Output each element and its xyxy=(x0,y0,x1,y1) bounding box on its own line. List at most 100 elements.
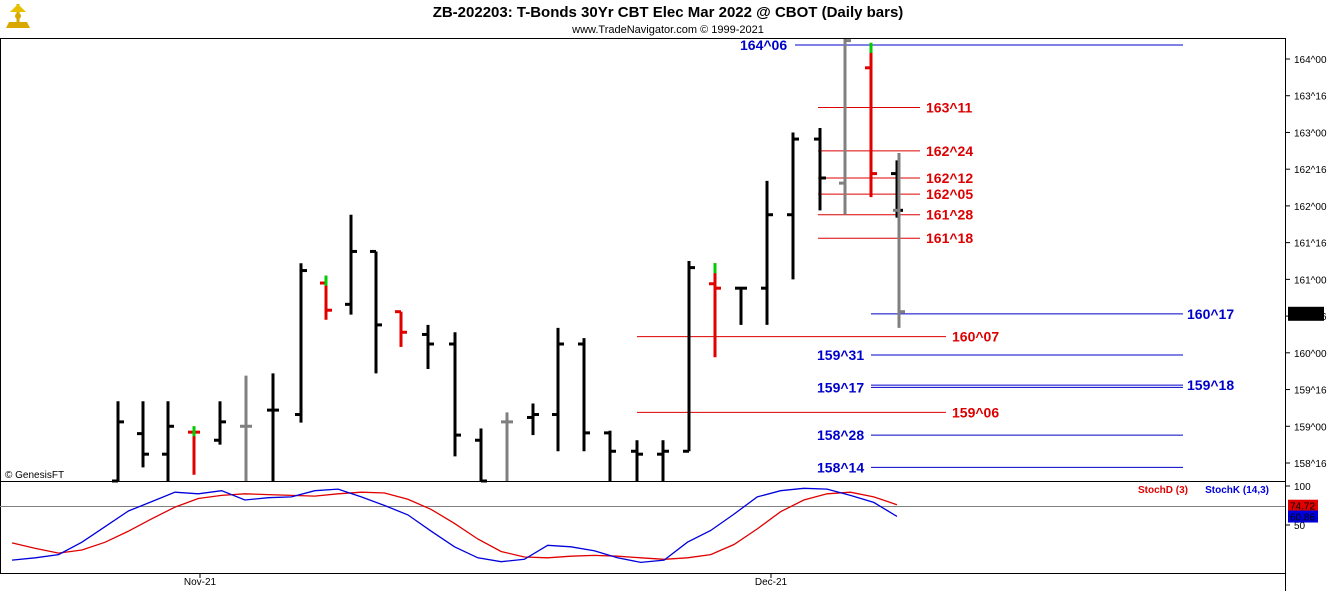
ohlc-bar xyxy=(112,401,124,483)
price-level-label: 162^24 xyxy=(926,143,973,159)
ohlc-bar xyxy=(162,401,174,481)
price-level-label: 158^28 xyxy=(817,427,864,443)
legend-stochd: StochD (3) xyxy=(1138,485,1188,496)
price-tick-label: 163^16 xyxy=(1294,92,1327,103)
price-level-label: 162^05 xyxy=(926,186,973,202)
indicator-lines xyxy=(11,487,898,564)
ind-tick-label: 100 xyxy=(1294,482,1311,493)
time-tick-label: Nov-21 xyxy=(184,577,217,588)
ohlc-bar xyxy=(865,42,877,198)
ohlc-bar xyxy=(214,401,226,445)
ohlc-bar xyxy=(683,261,695,453)
stochk-last-label: 60.86 xyxy=(1290,513,1315,524)
price-tick-label: 164^00 xyxy=(1294,55,1327,66)
price-level: 161^28 xyxy=(818,207,973,223)
indicator-axis: 100 50 xyxy=(1285,482,1311,532)
ind-tick-label: 50 xyxy=(1294,521,1306,532)
price-level: 162^05 xyxy=(818,186,973,202)
price-level-label: 160^07 xyxy=(952,329,999,345)
price-tick-label: 163^00 xyxy=(1294,128,1327,139)
ohlc-bar xyxy=(370,249,382,374)
ohlc-bar xyxy=(839,39,851,215)
price-level: 159^18 xyxy=(871,377,1234,393)
ohlc-bar xyxy=(137,401,149,468)
price-level-label: 159^31 xyxy=(817,347,864,363)
watermark: © GenesisFT xyxy=(5,470,64,481)
current-price-label: 160^18 xyxy=(1291,310,1324,321)
ohlc-bar xyxy=(578,338,590,452)
logo xyxy=(6,4,30,28)
price-tick-label: 161^00 xyxy=(1294,275,1327,286)
price-axis: 164^00 163^16 163^00 162^16 162^00 161^16 161^… xyxy=(1285,55,1327,470)
price-tick-label: 162^16 xyxy=(1294,165,1327,176)
price-level: 159^17 xyxy=(817,379,1183,395)
price-tick-label: 159^16 xyxy=(1294,386,1327,397)
price-tick-label: 160^00 xyxy=(1294,349,1327,360)
price-panel-frame xyxy=(0,38,1286,482)
price-level-label: 159^18 xyxy=(1187,377,1234,393)
price-level-label: 159^17 xyxy=(817,379,864,395)
ohlc-bar xyxy=(735,286,747,325)
price-tick-label: 158^16 xyxy=(1294,459,1327,470)
stochk-last-box xyxy=(1288,510,1318,523)
ohlc-bar xyxy=(395,310,407,347)
price-level: 160^17 xyxy=(871,306,1234,322)
ohlc-bar xyxy=(240,375,252,481)
time-tick-label: Dec-21 xyxy=(755,577,788,588)
ohlc-bar xyxy=(604,430,616,481)
price-level-label: 163^11 xyxy=(926,99,973,115)
price-bars xyxy=(112,39,905,483)
chart-subtitle: www.TradeNavigator.com © 1999-2021 xyxy=(571,24,764,36)
price-level-label: 161^28 xyxy=(926,207,973,223)
current-price-box xyxy=(1288,306,1324,321)
ohlc-bar xyxy=(449,332,461,457)
ohlc-bar xyxy=(527,403,539,436)
price-level: 160^07 xyxy=(637,329,999,345)
ohlc-bar xyxy=(657,440,669,481)
ohlc-bar xyxy=(552,327,564,452)
price-level-label: 162^12 xyxy=(926,170,973,186)
price-level-label: 159^06 xyxy=(952,404,999,420)
ohlc-bar xyxy=(475,428,487,483)
ohlc-bar xyxy=(631,440,643,481)
stochd-last-box xyxy=(1288,499,1318,512)
ohlc-bar xyxy=(267,373,279,481)
ohlc-bar xyxy=(295,263,307,423)
price-level-label: 161^18 xyxy=(926,230,973,246)
indicator-panel-frame xyxy=(0,481,1286,574)
price-level: 164^06 xyxy=(740,37,1183,53)
ohlc-bar xyxy=(709,263,721,358)
stochk-line xyxy=(11,487,898,564)
trade-navigator-logo-icon xyxy=(6,4,30,28)
price-level: 163^11 xyxy=(818,99,973,115)
price-level: 158^14 xyxy=(817,459,1183,475)
price-level: 158^28 xyxy=(817,427,1183,443)
time-axis: Nov-21 Dec-21 xyxy=(184,574,788,588)
ohlc-bar xyxy=(188,426,200,475)
price-level: 159^31 xyxy=(817,347,1183,363)
stochd-last-label: 74.72 xyxy=(1290,502,1315,513)
ohlc-bar xyxy=(501,412,513,481)
price-tick-label: 161^16 xyxy=(1294,239,1327,250)
price-level: 162^24 xyxy=(818,143,973,159)
ohlc-bar xyxy=(787,132,799,280)
price-tick-label: 162^00 xyxy=(1294,202,1327,213)
price-level: 162^12 xyxy=(818,170,973,186)
legend-stochk: StochK (14,3) xyxy=(1205,485,1269,496)
stochd-line xyxy=(11,491,898,560)
ohlc-bar xyxy=(761,180,773,325)
price-level: 159^06 xyxy=(637,404,999,420)
price-tick-label: 159^00 xyxy=(1294,422,1327,433)
price-level: 161^18 xyxy=(818,230,973,246)
price-level-label: 160^17 xyxy=(1187,306,1234,322)
ohlc-bar xyxy=(345,214,357,315)
current-price-marker: 160^18 xyxy=(1288,306,1324,321)
ohlc-bar xyxy=(893,153,905,328)
ohlc-bar xyxy=(422,324,434,369)
ohlc-bar xyxy=(320,275,332,320)
chart-title: ZB-202203: T-Bonds 30Yr CBT Elec Mar 202… xyxy=(433,4,904,21)
ohlc-bar xyxy=(814,128,826,211)
